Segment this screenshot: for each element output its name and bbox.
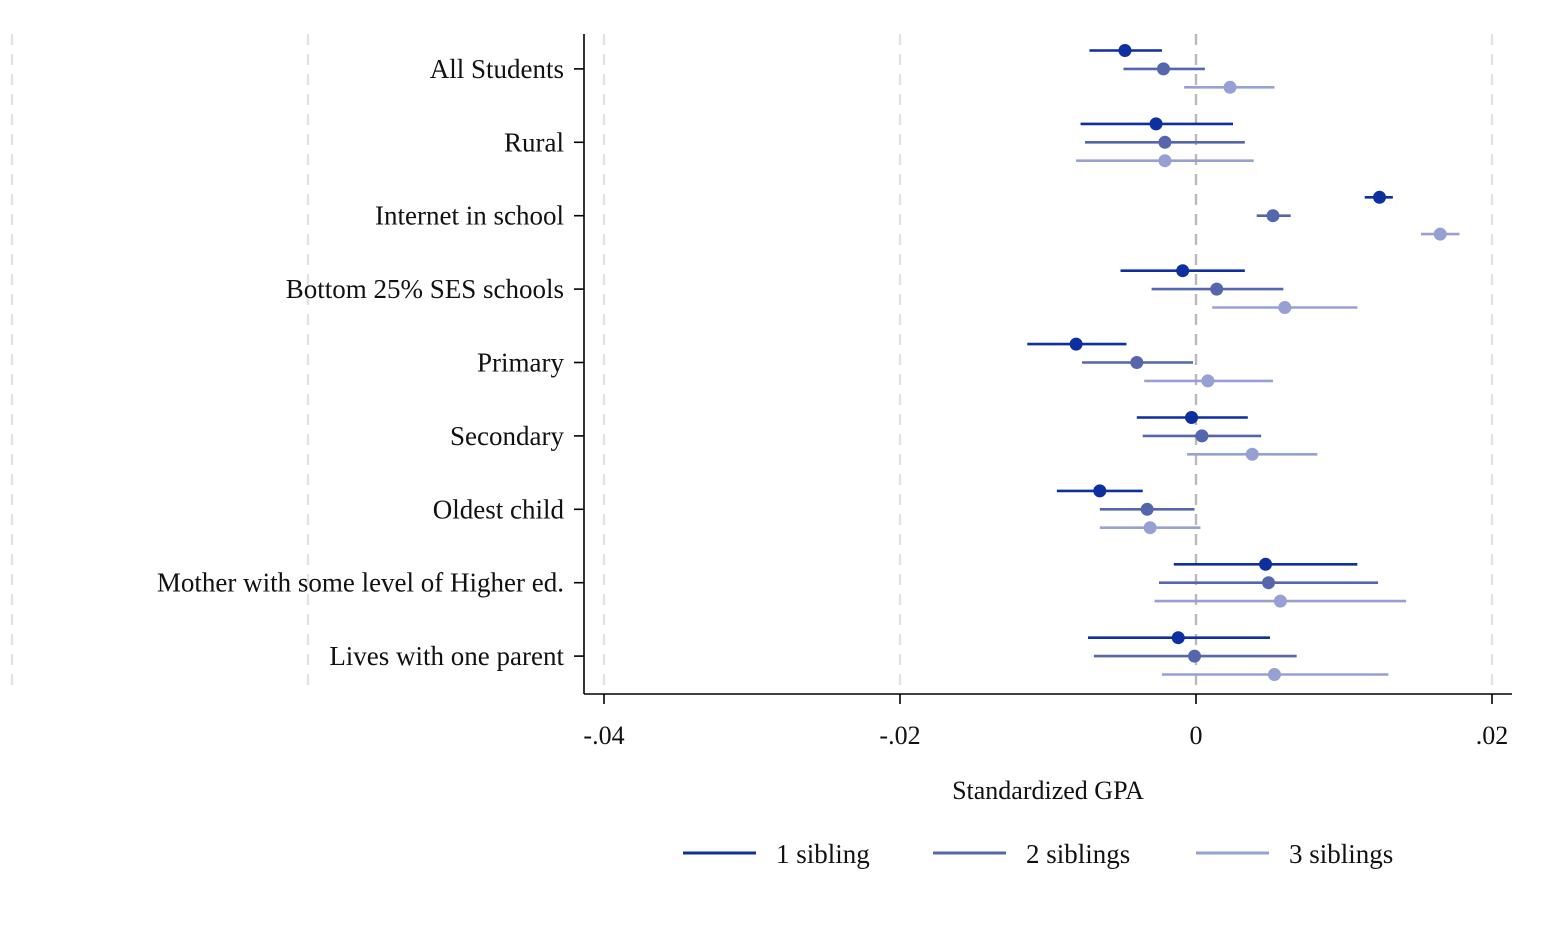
category-label: Rural (504, 127, 564, 157)
point-estimate (1130, 356, 1144, 369)
point-estimates (1069, 44, 1447, 681)
axes (574, 34, 1512, 704)
category-label: All Students (430, 54, 564, 84)
point-estimate (1278, 301, 1292, 314)
category-label: Bottom 25% SES schools (286, 274, 564, 304)
point-estimate (1171, 631, 1185, 645)
point-estimate (1245, 447, 1259, 461)
point-estimate (1267, 668, 1281, 681)
point-estimate (1373, 190, 1387, 204)
x-axis-title: Standardized GPA (952, 776, 1144, 805)
legend-label: 3 siblings (1289, 839, 1393, 869)
point-estimate (1118, 44, 1132, 57)
category-label: Lives with one parent (329, 641, 564, 671)
category-label: Oldest child (433, 494, 565, 524)
point-estimate (1149, 117, 1163, 131)
point-estimate (1185, 411, 1199, 424)
point-estimate (1176, 264, 1190, 278)
x-tick-label: -.04 (583, 721, 624, 750)
point-estimate (1156, 62, 1170, 76)
x-tick-label: -.02 (879, 721, 920, 750)
category-label: Primary (477, 348, 564, 378)
legend-label: 2 siblings (1026, 839, 1130, 869)
point-estimate (1093, 484, 1107, 498)
category-labels: All Students Rural Internet in school Botto… (157, 54, 565, 671)
confidence-intervals (1027, 49, 1460, 676)
legend-label: 1 sibling (776, 839, 870, 869)
point-estimate (1158, 135, 1172, 149)
point-estimate (1069, 337, 1083, 351)
category-label: Internet in school (375, 201, 564, 231)
point-estimate (1262, 576, 1276, 590)
point-estimate (1273, 594, 1287, 608)
grid-lines (10, 34, 1494, 694)
point-estimate (1210, 282, 1224, 296)
point-estimate (1140, 502, 1154, 516)
x-tick-labels: -.04 -.02 0 .02 (583, 721, 1508, 750)
point-estimate (1201, 374, 1215, 388)
point-estimate (1266, 209, 1280, 223)
point-estimate (1143, 521, 1157, 535)
point-estimate (1188, 649, 1202, 663)
point-estimate (1195, 429, 1209, 443)
category-label: Mother with some level of Higher ed. (157, 568, 564, 598)
x-tick-label: 0 (1190, 721, 1203, 750)
point-estimate (1259, 557, 1273, 571)
legend: 1 sibling 2 siblings 3 siblings (683, 839, 1393, 869)
category-label: Secondary (450, 421, 564, 451)
point-estimate (1158, 154, 1172, 168)
point-estimate (1433, 227, 1447, 241)
point-estimate (1223, 80, 1237, 94)
x-tick-label: .02 (1476, 721, 1509, 750)
